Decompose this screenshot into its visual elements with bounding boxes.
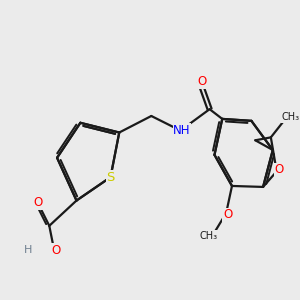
Text: O: O	[223, 208, 232, 221]
Text: CH₃: CH₃	[282, 112, 300, 122]
Text: S: S	[106, 171, 115, 184]
Text: O: O	[274, 164, 284, 176]
Text: NH: NH	[173, 124, 191, 137]
Text: O: O	[33, 196, 42, 209]
Text: O: O	[51, 244, 60, 256]
Text: CH₃: CH₃	[200, 230, 218, 241]
Text: O: O	[198, 76, 207, 88]
Text: H: H	[24, 245, 32, 255]
